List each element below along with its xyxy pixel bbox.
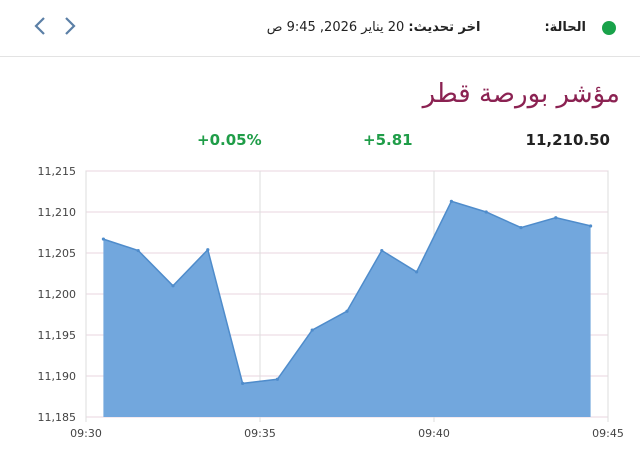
x-tick-label: 09:30 bbox=[70, 427, 102, 440]
x-tick-label: 09:45 bbox=[592, 427, 624, 440]
y-tick-label: 11,215 bbox=[38, 165, 77, 178]
status-bar: الحالة: اخر تحديث: 20 يناير 2026, 9:45 ص bbox=[267, 20, 586, 35]
data-point bbox=[136, 248, 140, 253]
data-point bbox=[171, 284, 175, 288]
data-point bbox=[519, 225, 523, 230]
status-label: الحالة: bbox=[544, 20, 586, 35]
data-point bbox=[380, 248, 384, 253]
data-point bbox=[206, 248, 210, 252]
x-tick-label: 09:40 bbox=[418, 427, 450, 440]
last-update-value: 20 يناير 2026, 9:45 ص bbox=[266, 20, 405, 35]
series-area bbox=[103, 201, 591, 417]
data-point bbox=[275, 377, 279, 381]
chevron-left-icon[interactable] bbox=[32, 12, 48, 40]
index-price: 11,210.50 bbox=[525, 131, 610, 149]
data-point bbox=[484, 210, 488, 214]
x-tick-label: 09:35 bbox=[244, 427, 276, 440]
page-title: مؤشر بورصة قطر bbox=[422, 79, 620, 109]
data-point bbox=[554, 216, 558, 220]
y-tick-label: 11,190 bbox=[38, 370, 77, 383]
index-change: +5.81 bbox=[363, 131, 413, 149]
y-tick-label: 11,195 bbox=[38, 329, 77, 342]
data-point bbox=[415, 270, 419, 274]
data-point bbox=[101, 237, 105, 241]
status-indicator bbox=[602, 21, 616, 35]
y-tick-label: 11,200 bbox=[38, 288, 77, 301]
data-point bbox=[589, 224, 593, 228]
index-change-percent: +0.05% bbox=[197, 131, 262, 149]
y-tick-label: 11,210 bbox=[38, 206, 77, 219]
chevron-right-icon[interactable] bbox=[62, 12, 78, 40]
data-point bbox=[449, 199, 453, 203]
index-chart: 11,215 11,210 11,205 11,200 11,195 11,190 11,1… bbox=[38, 165, 624, 440]
y-tick-label: 11,185 bbox=[38, 411, 77, 424]
last-update-label: اخر تحديث: bbox=[408, 20, 481, 35]
data-point bbox=[241, 381, 245, 385]
y-tick-label: 11,205 bbox=[38, 247, 77, 260]
header-divider bbox=[0, 56, 640, 57]
navigation-arrows bbox=[32, 12, 78, 40]
data-point bbox=[345, 309, 349, 313]
data-point bbox=[310, 328, 314, 332]
